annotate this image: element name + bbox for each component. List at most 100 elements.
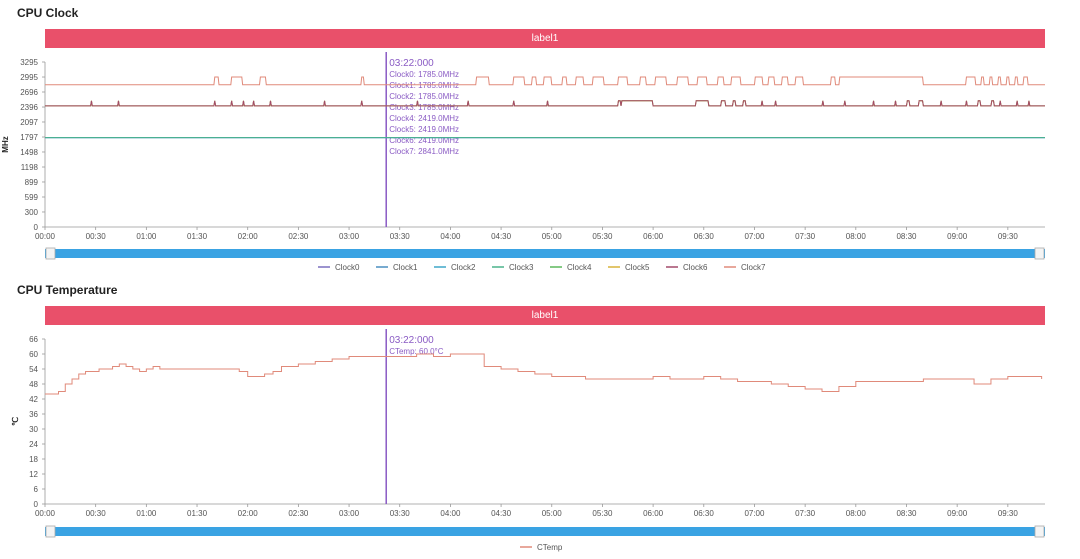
y-tick-label: 2696 [20,88,38,97]
x-tick-label: 04:00 [440,509,461,518]
cpu-clock-band-label: label1 [45,29,1045,48]
x-tick-label: 00:00 [35,509,56,518]
y-tick-label: 24 [29,440,38,449]
legend-item-clock1[interactable]: Clock1 [393,263,418,272]
x-tick-label: 08:00 [846,232,867,241]
x-tick-label: 02:00 [238,232,259,241]
cursor-readout: Clock1: 1785.0MHz [389,81,459,90]
x-tick-label: 03:00 [339,509,360,518]
x-tick-label: 07:00 [744,232,765,241]
cpu-temperature-title: CPU Temperature [17,283,118,297]
x-tick-label: 01:00 [136,232,157,241]
y-tick-label: 12 [29,470,38,479]
y-tick-label: 1797 [20,133,38,142]
legend-item-clock4[interactable]: Clock4 [567,263,592,272]
y-tick-label: 18 [29,455,38,464]
y-tick-label: 54 [29,365,38,374]
legend-item-clock5[interactable]: Clock5 [625,263,650,272]
cursor-time-label: 03:22:000 [389,335,434,346]
y-tick-label: 66 [29,335,38,344]
x-tick-label: 06:30 [694,232,715,241]
y-tick-label: 30 [29,425,38,434]
x-tick-label: 09:30 [998,509,1019,518]
slider-handle-right[interactable] [1034,525,1045,538]
x-tick-label: 08:00 [846,509,867,518]
legend-item-clock6[interactable]: Clock6 [683,263,708,272]
cpu-temperature-chart: 0 6 12 18 24 30 36 42 48 54 60 66 ℃ 00:00 00:30 01:00 01… [11,329,1045,552]
y-tick-label: 2995 [20,73,38,82]
y-tick-label: 599 [25,193,39,202]
timeline-slider-track[interactable] [45,527,1045,536]
legend-item-clock3[interactable]: Clock3 [509,263,534,272]
legend-item-ctemp[interactable]: CTemp [537,543,563,552]
legend-item-clock0[interactable]: Clock0 [335,263,360,272]
cursor-readout: Clock3: 1785.0MHz [389,103,459,112]
cursor-readout: Clock7: 2841.0MHz [389,147,459,156]
x-tick-label: 03:30 [390,509,411,518]
series-line-ctemp [45,353,1043,395]
x-tick-label: 01:00 [136,509,157,518]
x-tick-label: 07:30 [795,509,816,518]
slider-handle-left[interactable] [45,247,56,260]
x-tick-label: 09:00 [947,509,968,518]
x-tick-label: 07:00 [744,509,765,518]
x-tick-label: 02:30 [288,232,309,241]
x-tick-label: 06:00 [643,232,664,241]
timeline-slider-track[interactable] [45,249,1045,258]
y-tick-label: 2396 [20,103,38,112]
cursor-readout: Clock6: 2419.0MHz [389,136,459,145]
x-tick-label: 09:30 [998,232,1019,241]
cpu-clock-chart: 0 300 599 899 1198 1498 1797 2097 2396 2696 2995 32… [1,52,1045,272]
y-tick-label: 0 [34,223,39,232]
x-tick-label: 00:30 [86,232,107,241]
x-tick-label: 05:00 [542,509,563,518]
x-tick-label: 05:30 [592,509,613,518]
y-tick-label: 2097 [20,118,38,127]
series-line-clock6 [45,100,1045,107]
x-tick-label: 07:30 [795,232,816,241]
x-tick-label: 06:30 [694,509,715,518]
legend-item-clock7[interactable]: Clock7 [741,263,766,272]
y-axis-unit: MHz [1,136,10,152]
x-tick-label: 03:00 [339,232,360,241]
x-tick-label: 04:30 [491,232,512,241]
x-tick-label: 03:30 [390,232,411,241]
x-tick-label: 02:30 [288,509,309,518]
x-tick-label: 02:00 [238,509,259,518]
x-tick-label: 04:00 [440,232,461,241]
y-tick-label: 899 [25,178,39,187]
x-tick-label: 09:00 [947,232,968,241]
cursor-time-label: 03:22:000 [389,58,434,69]
x-tick-label: 06:00 [643,509,664,518]
cursor-readout: Clock5: 2419.0MHz [389,125,459,134]
y-axis-unit: ℃ [11,417,20,426]
y-tick-label: 36 [29,410,38,419]
cursor-readout: Clock4: 2419.0MHz [389,114,459,123]
y-tick-label: 1498 [20,148,38,157]
x-tick-label: 04:30 [491,509,512,518]
x-tick-label: 08:30 [896,232,917,241]
x-tick-label: 05:30 [592,232,613,241]
slider-handle-left[interactable] [45,525,56,538]
series-line-clock7 [45,76,1045,86]
cursor-readout: Clock2: 1785.0MHz [389,92,459,101]
y-tick-label: 48 [29,380,38,389]
y-tick-label: 42 [29,395,38,404]
y-tick-label: 300 [25,208,39,217]
y-tick-label: 3295 [20,58,38,67]
x-tick-label: 00:30 [86,509,107,518]
cursor-readout: Clock0: 1785.0MHz [389,70,459,79]
x-tick-label: 01:30 [187,232,208,241]
cpu-clock-title: CPU Clock [17,6,79,20]
x-tick-label: 05:00 [542,232,563,241]
y-tick-label: 1198 [21,163,39,172]
slider-handle-right[interactable] [1034,247,1045,260]
x-tick-label: 00:00 [35,232,56,241]
y-tick-label: 60 [29,350,38,359]
x-tick-label: 01:30 [187,509,208,518]
cursor-readout: CTemp: 60.0°C [389,347,444,356]
y-tick-label: 6 [34,485,39,494]
y-tick-label: 0 [34,500,39,509]
cpu-temperature-band-label: label1 [45,306,1045,325]
legend-item-clock2[interactable]: Clock2 [451,263,476,272]
